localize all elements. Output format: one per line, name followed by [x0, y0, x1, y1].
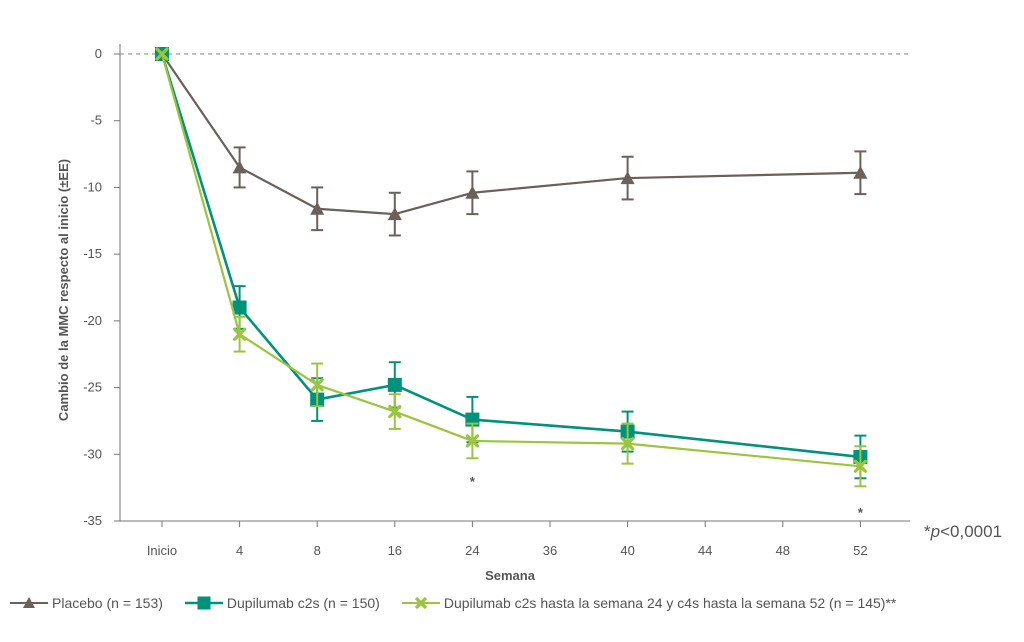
series-dupilumab-c2s	[155, 47, 868, 480]
y-tick-label: -15	[83, 246, 102, 261]
y-axis-title: Cambio de la MMC respecto al inicio (±EE…	[56, 159, 71, 421]
series-layer: **	[155, 47, 868, 520]
significance-footnote: *p<0,0001	[924, 522, 1002, 541]
y-tick-label: -10	[83, 179, 102, 194]
legend-label-dupilumab-c2s-c4s: Dupilumab c2s hasta la semana 24 y c4s h…	[443, 595, 897, 611]
x-axis-title: Semana	[485, 568, 536, 583]
x-tick-label: 36	[543, 543, 557, 558]
legend: Placebo (n = 153) Dupilumab c2s (n = 150…	[10, 592, 918, 614]
data-point-stroke	[155, 47, 169, 61]
legend-item-placebo: Placebo (n = 153)	[10, 595, 163, 611]
y-tick-label: -5	[90, 113, 102, 128]
data-point-dupilumab-c2s-c4s	[620, 437, 635, 451]
data-point-placebo	[232, 160, 247, 174]
x-tick-label: 52	[853, 543, 867, 558]
series-placebo	[155, 47, 868, 237]
data-point-dupilumab-c2s-c4s	[853, 459, 868, 473]
y-tick-label: -30	[83, 446, 102, 461]
x-tick-label: 16	[388, 543, 402, 558]
data-point-stroke	[388, 404, 402, 419]
data-point-placebo	[310, 201, 325, 215]
data-point-dupilumab-c2s-c4s	[233, 327, 247, 341]
data-point-placebo	[620, 171, 635, 185]
x-tick-label: 4	[236, 543, 243, 558]
legend-item-dupilumab-c2s: Dupilumab c2s (n = 150)	[184, 595, 380, 611]
data-point-dupilumab-c2s-c4s	[388, 404, 402, 419]
x-tick-label: 44	[698, 543, 712, 558]
data-point-dupilumab-c2s	[387, 377, 402, 392]
data-point-placebo	[853, 165, 868, 179]
x-tick-label: Inicio	[147, 543, 177, 558]
x-tick-label: 8	[314, 543, 321, 558]
data-point-stroke	[465, 434, 479, 448]
legend-swatch-dupilumab-c2s	[184, 596, 223, 610]
data-point-stroke	[233, 327, 247, 341]
footnote-prefix: *	[924, 522, 931, 541]
legend-label-dupilumab-c2s: Dupilumab c2s (n = 150)	[226, 595, 380, 611]
series-line-placebo	[161, 53, 861, 216]
y-tick-label: -20	[83, 313, 102, 328]
legend-label-placebo: Placebo (n = 153)	[52, 595, 163, 611]
legend-swatch-dupilumab-c2s-c4s	[401, 596, 440, 610]
x-tick-label: 40	[620, 543, 634, 558]
footnote-p: p	[930, 522, 940, 541]
y-tick-label: -25	[83, 380, 102, 395]
data-point-stroke	[620, 437, 635, 451]
y-tick-label: -35	[83, 513, 102, 528]
legend-item-dupilumab-c2s-c4s: Dupilumab c2s hasta la semana 24 y c4s h…	[401, 595, 897, 611]
series-line-dupilumab-c2s	[160, 53, 861, 459]
data-point-stroke	[853, 459, 868, 473]
legend-swatch-placebo	[10, 597, 48, 608]
data-point-stroke	[310, 378, 324, 392]
footnote-suffix: <0,0001	[940, 522, 1002, 541]
data-point-placebo	[387, 207, 402, 221]
x-tick-label: 24	[465, 543, 479, 558]
data-point-dupilumab-c2s-c4s	[155, 47, 169, 61]
significance-marker: *	[858, 505, 864, 520]
data-point-placebo	[465, 185, 480, 199]
y-tick-label: 0	[95, 46, 102, 61]
significance-marker: *	[470, 474, 476, 489]
data-point-dupilumab-c2s-c4s	[310, 378, 324, 392]
data-point-dupilumab-c2s-c4s	[465, 434, 479, 448]
series-line-dupilumab-c2s-c4s	[160, 53, 861, 468]
series-dupilumab-c2s-c4s	[155, 47, 868, 488]
x-tick-label: 48	[776, 543, 790, 558]
data-point-dupilumab-c2s	[232, 300, 247, 315]
